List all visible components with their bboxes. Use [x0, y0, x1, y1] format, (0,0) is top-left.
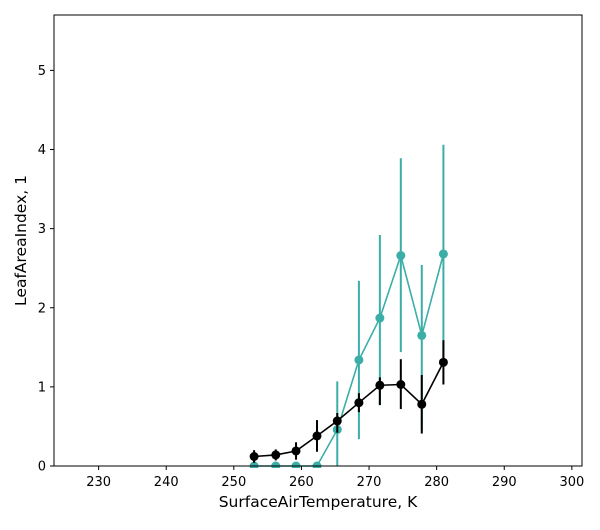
y-tick-label: 4 — [38, 143, 46, 158]
data-point — [417, 330, 427, 340]
tick-layer: 230 240 250 260 270 280 290 300 0 1 2 3 4 5 — [38, 64, 585, 490]
y-tick-label: 5 — [38, 64, 46, 79]
x-tick-label: 260 — [289, 475, 314, 490]
x-tick-label: 230 — [86, 475, 111, 490]
x-tick-label: 270 — [357, 475, 382, 490]
data-point — [375, 313, 385, 323]
y-tick-label: 3 — [38, 222, 46, 237]
data-point — [291, 446, 301, 456]
data-point — [375, 380, 385, 390]
x-tick-label: 300 — [559, 475, 584, 490]
x-tick-label: 290 — [492, 475, 517, 490]
data-point — [354, 398, 364, 408]
data-point — [312, 431, 322, 441]
data-point — [249, 452, 259, 462]
axes-frame — [53, 14, 583, 467]
data-point — [438, 249, 448, 259]
data-point — [396, 251, 406, 261]
y-tick-label: 2 — [38, 301, 46, 316]
y-tick-label: 1 — [38, 380, 46, 395]
data-point — [417, 399, 427, 409]
x-tick-label: 280 — [424, 475, 449, 490]
data-point — [332, 416, 342, 426]
x-tick-label: 240 — [154, 475, 179, 490]
x-axis-label: SurfaceAirTemperature, K — [219, 493, 418, 511]
series-line — [254, 361, 445, 458]
y-tick-label: 0 — [38, 460, 46, 475]
data-point — [271, 450, 281, 460]
series-0 — [249, 340, 448, 463]
data-point — [396, 380, 406, 390]
y-axis-label: LeafAreaIndex, 1 — [12, 175, 30, 306]
plot-area — [249, 144, 448, 468]
data-point — [354, 355, 364, 365]
x-tick-label: 250 — [221, 475, 246, 490]
data-point — [438, 357, 448, 367]
